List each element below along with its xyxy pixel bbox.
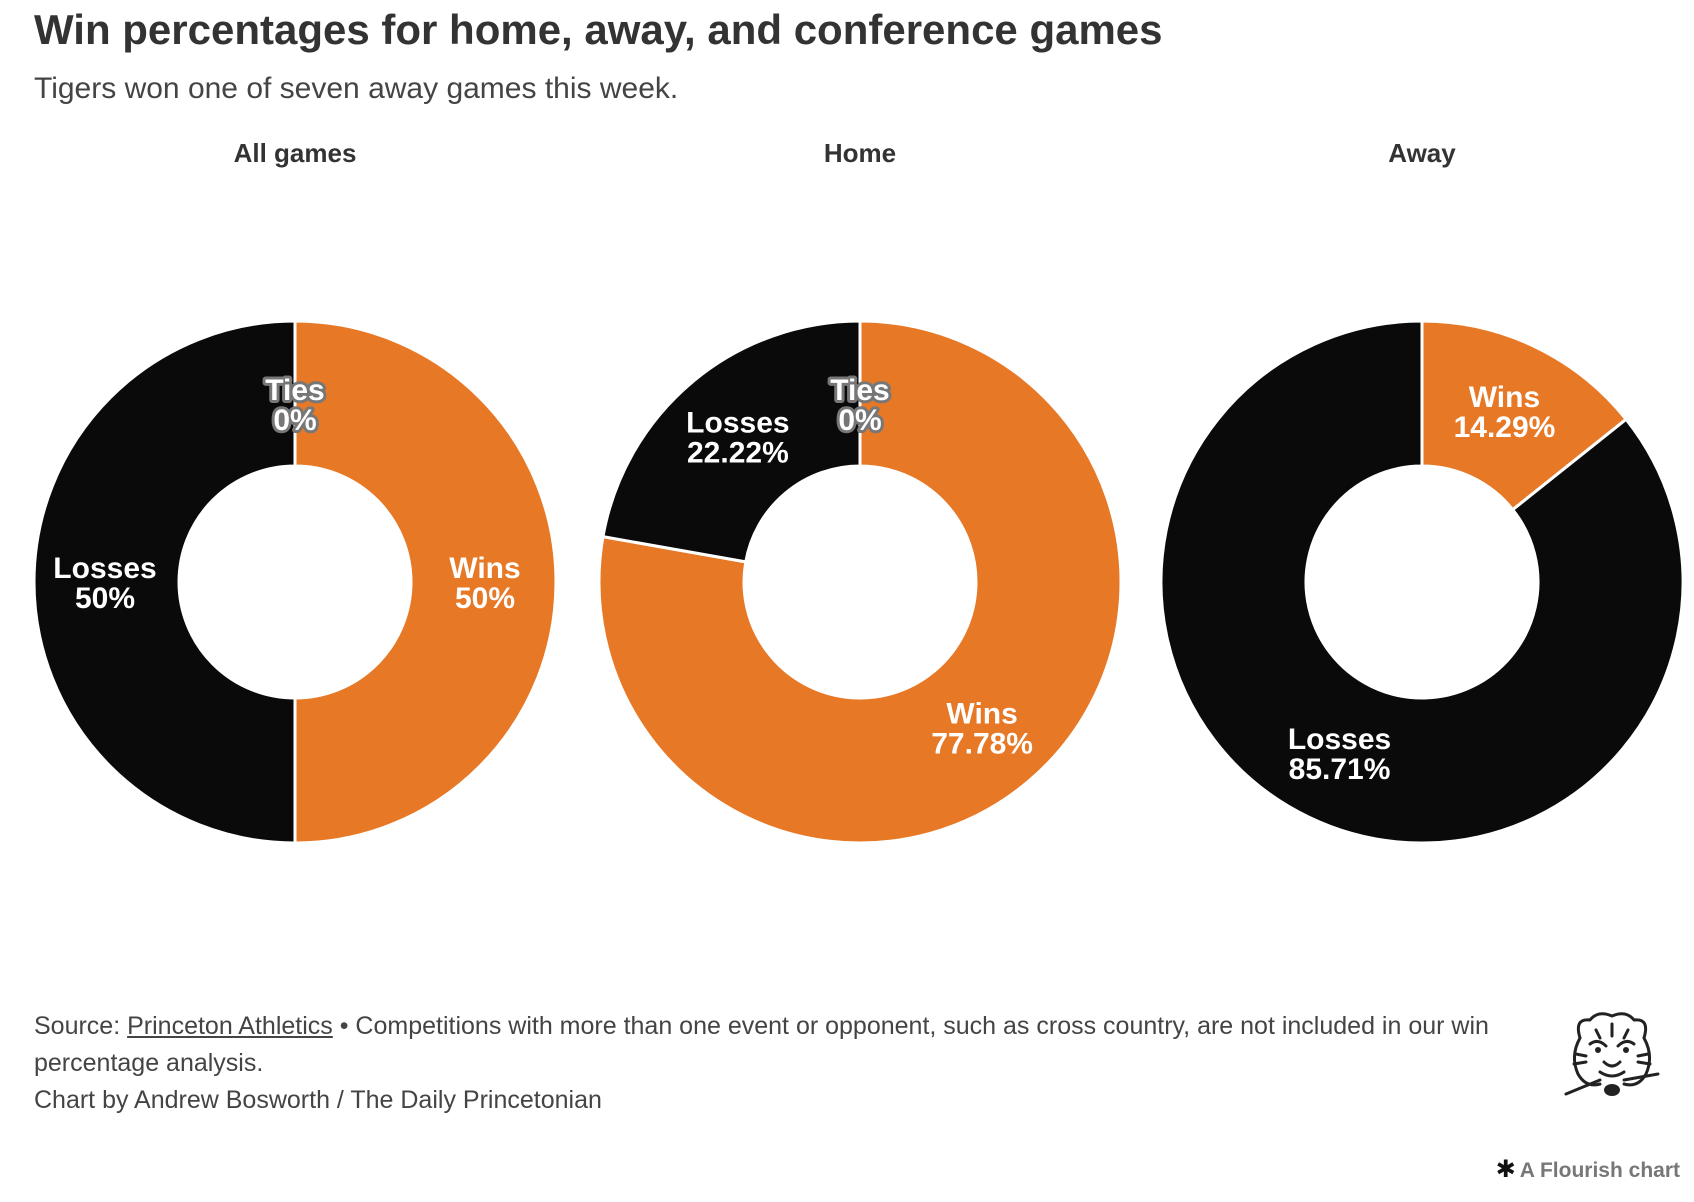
slice-name: Wins [946,698,1017,731]
chart-title: Win percentages for home, away, and conf… [34,6,1163,53]
slice-wins[interactable] [293,319,558,845]
slice-losses[interactable] [32,319,297,845]
slice-value: 50% [455,582,515,615]
slice-label-wins: Wins 14.29% [1454,381,1556,444]
slice-label-losses: Losses 85.71% [1288,723,1391,786]
slice-value: 22.22% [687,436,789,469]
slice-wins[interactable] [597,319,1123,845]
donut-away: Away Wins 14.29% Losses 85.71% [1159,138,1685,845]
slice-label-losses: Losses 50% [53,552,156,615]
slice-name: Losses [686,406,789,439]
slice-name: Ties [265,374,325,407]
source-note: Source: Princeton Athletics • Competitio… [34,1012,1489,1077]
slice-value: 50% [75,582,135,615]
slice-name: Wins [449,552,520,585]
asterisk-icon: ✱ [1495,1156,1516,1183]
chart-subtitle: Tigers won one of seven away games this … [34,72,679,105]
chart-footer: Source: Princeton Athletics • Competitio… [34,1008,1534,1119]
slice-name: Wins [1469,381,1540,414]
slice-name: Ties [830,374,890,407]
tiger-logo-icon [1564,1012,1660,1096]
slice-value: 85.71% [1289,753,1391,786]
donut-title: Away [1388,138,1456,168]
slice-label-losses: Losses 22.22% [686,406,789,469]
flourish-badge[interactable]: ✱ A Flourish chart [1495,1156,1680,1183]
slice-label-ties: Ties 0% [830,374,890,437]
slice-label-wins: Wins 77.78% [931,698,1033,761]
slice-value: 0% [273,404,316,437]
slice-losses[interactable] [1159,319,1685,845]
chart-credit: Chart by Andrew Bosworth / The Daily Pri… [34,1086,602,1114]
donut-home: Home Wins 77.78% Losses 22.22% Ties 0% [597,138,1123,845]
slice-name: Losses [1288,723,1391,756]
slice-label-wins: Wins 50% [449,552,520,615]
slice-label-ties: Ties 0% [265,374,325,437]
slice-value: 14.29% [1454,411,1556,444]
slice-value: 77.78% [931,728,1033,761]
donut-title: All games [234,138,357,168]
slice-wins[interactable] [1420,319,1628,512]
slice-value: 0% [838,404,881,437]
source-link[interactable]: Princeton Athletics [127,1012,333,1040]
slice-name: Losses [53,552,156,585]
slice-losses[interactable] [601,319,862,564]
donut-title: Home [824,138,896,168]
